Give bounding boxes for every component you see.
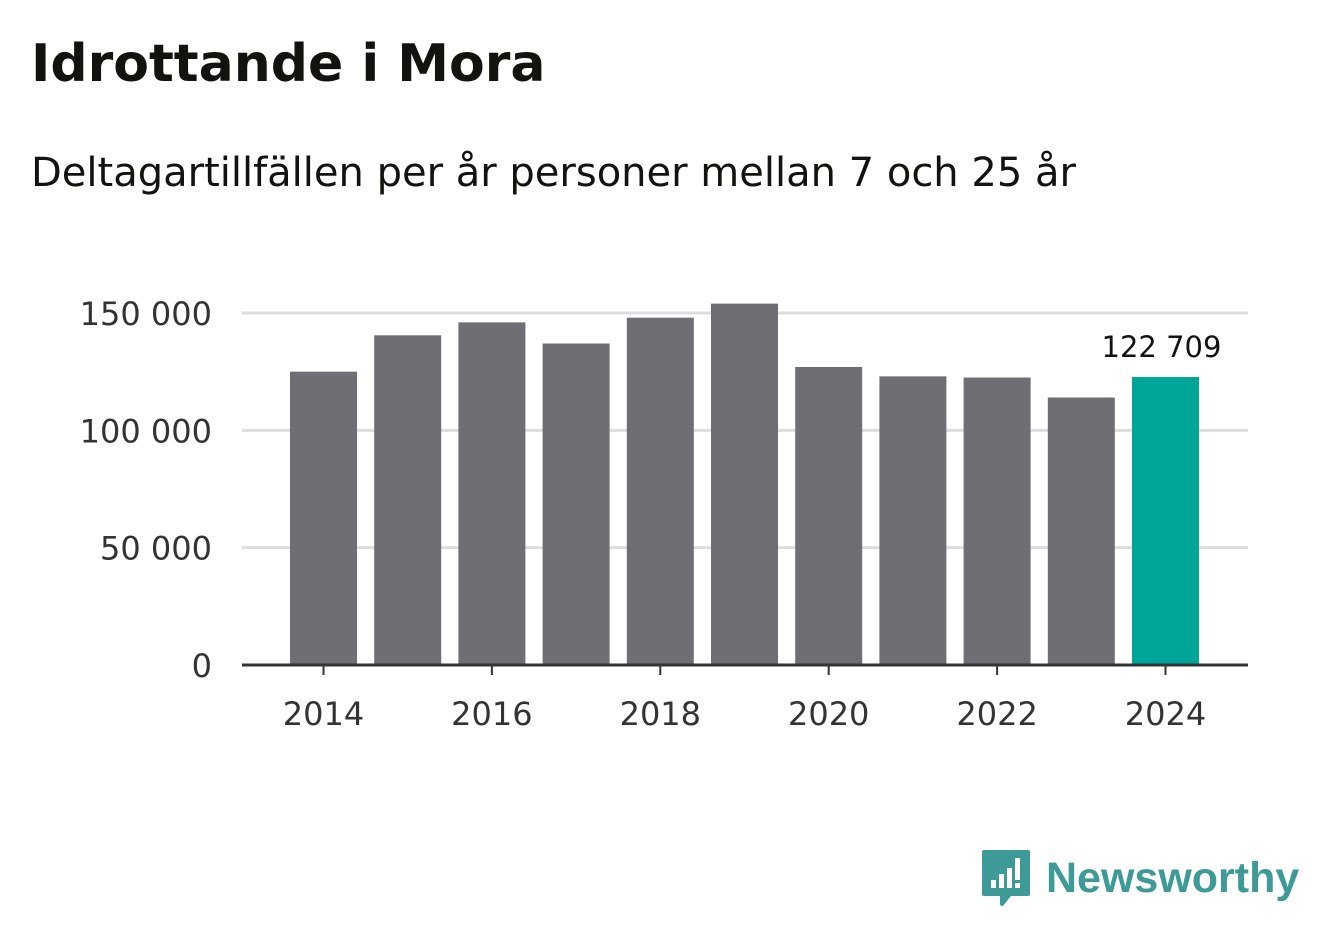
data-label-highlight: 122 709	[1102, 330, 1222, 364]
newsworthy-logo-icon	[982, 850, 1030, 906]
bar-2020	[795, 366, 863, 665]
x-tick-label: 2016	[451, 695, 532, 733]
bar-2021	[879, 376, 947, 665]
bar-2015	[374, 335, 442, 665]
bar-2023	[1047, 397, 1115, 665]
y-tick-label: 150 000	[80, 295, 212, 333]
x-tick-label: 2020	[788, 695, 869, 733]
bar-2014	[290, 371, 357, 665]
bar-2022	[963, 377, 1031, 665]
bar-chart: 0 50 000 100 000 150 000 2014 2016 2018 2020 202…	[80, 295, 1248, 733]
bar-2017	[542, 343, 610, 665]
x-tick-label: 2014	[283, 695, 364, 733]
bar-2018	[626, 317, 694, 665]
x-tick-label: 2018	[620, 695, 701, 733]
bar-2024	[1132, 377, 1199, 665]
y-tick-label: 100 000	[80, 412, 212, 450]
y-tick-label: 50 000	[100, 530, 212, 568]
chart-title: Idrottande i Mora	[31, 34, 546, 94]
x-tick-label: 2022	[956, 695, 1037, 733]
bar-2016	[458, 322, 526, 665]
y-tick-label: 0	[192, 647, 212, 685]
brand-logo: Newsworthy	[980, 848, 1299, 908]
chart-subtitle: Deltagartillfällen per år personer mella…	[31, 150, 1076, 196]
bar-2019	[711, 303, 778, 665]
x-tick-label: 2024	[1125, 695, 1206, 733]
brand-name: Newsworthy	[1046, 853, 1300, 902]
